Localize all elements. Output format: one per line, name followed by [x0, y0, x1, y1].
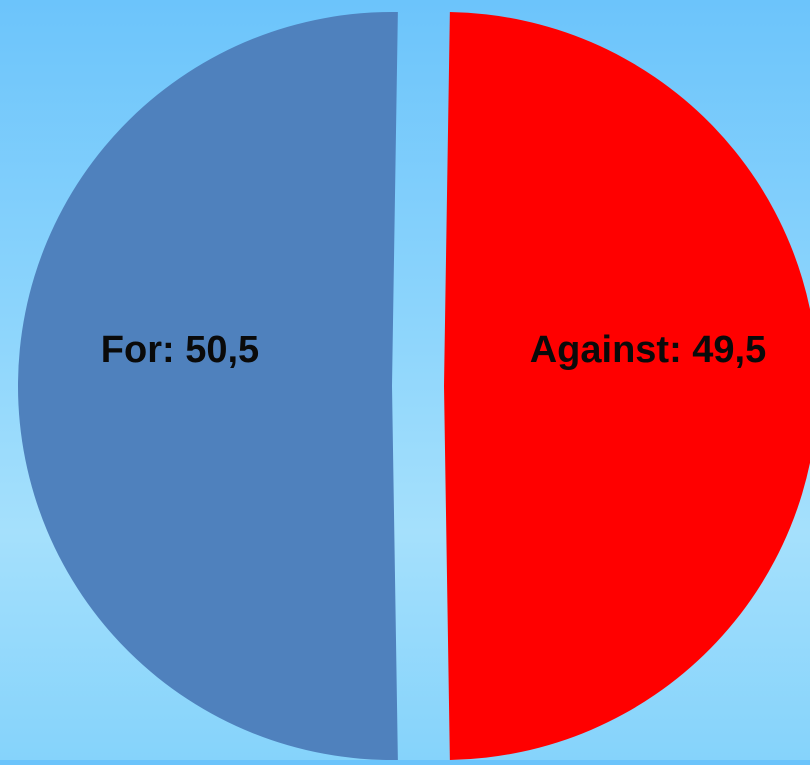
slice-label-against: Against: 49,5 [530, 329, 767, 371]
pie-slice-against [444, 12, 810, 760]
pie-slice-for [17, 11, 398, 760]
pie-labels: For: 50,5 Against: 49,5 [101, 329, 766, 371]
slice-label-for: For: 50,5 [101, 329, 259, 371]
pie-slices [17, 11, 810, 760]
